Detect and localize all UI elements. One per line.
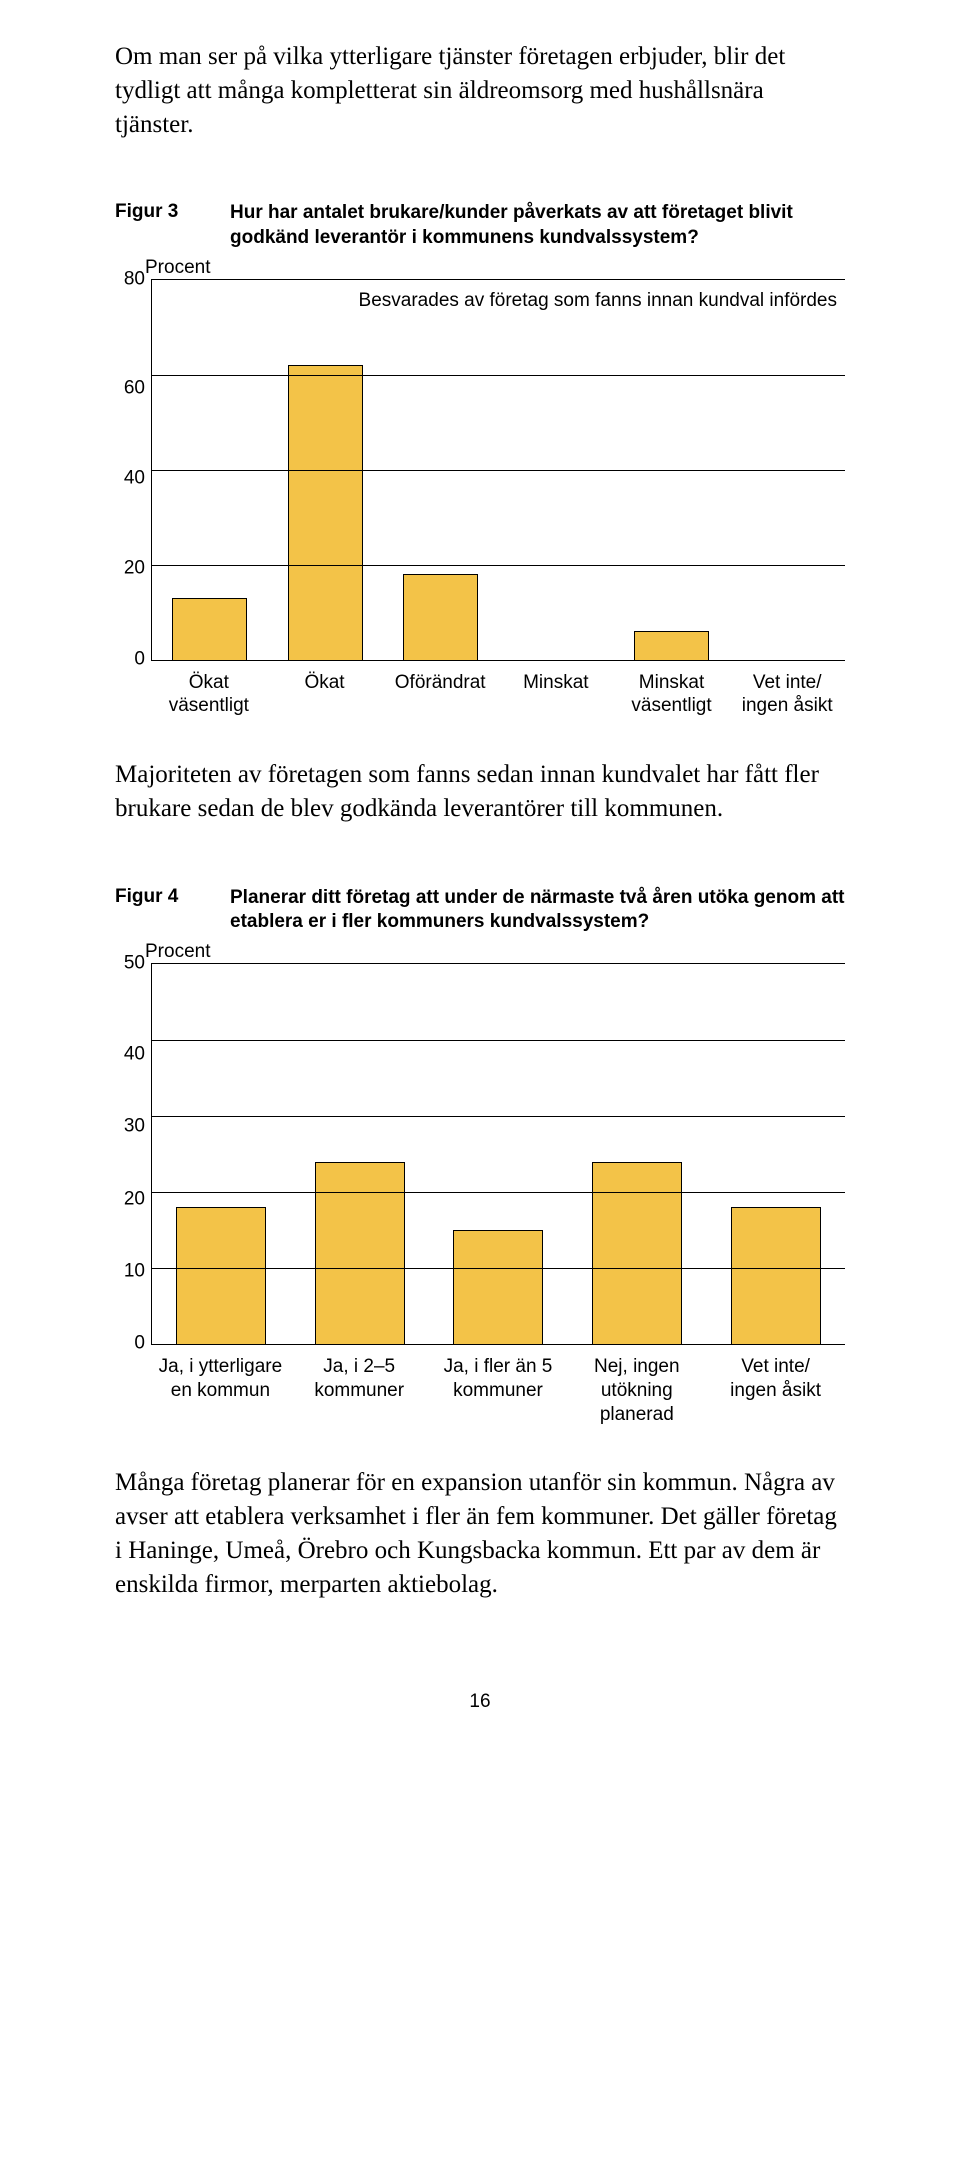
bar <box>315 1162 405 1344</box>
bar-slot <box>291 964 430 1344</box>
page-number: 16 <box>115 1691 845 1713</box>
x-label: Ja, i ytterligareen kommun <box>151 1355 290 1426</box>
ytick-label: 0 <box>134 649 145 668</box>
figure-4-xlabels: Ja, i ytterligareen kommunJa, i 2–5kommu… <box>115 1355 845 1426</box>
bar <box>172 598 247 660</box>
document-page: Om man ser på vilka ytterligare tjänster… <box>0 0 960 1753</box>
bar <box>453 1230 543 1344</box>
bar-slot <box>152 964 291 1344</box>
ytick-label: 40 <box>124 469 145 488</box>
gridline <box>152 1192 845 1193</box>
bar <box>176 1207 266 1344</box>
ytick-label: 80 <box>124 269 145 288</box>
closing-paragraph: Många företag planerar för en expansion … <box>115 1466 845 1601</box>
figure-3: Figur 3 Hur har antalet brukare/kunder p… <box>115 201 845 718</box>
x-label: Vet inte/ingen åsikt <box>729 671 845 719</box>
figure-3-title: Hur har antalet brukare/kunder påverkats… <box>230 201 845 250</box>
figure-3-yaxis: 806040200 <box>115 279 151 659</box>
x-label: Minskatväsentligt <box>614 671 730 719</box>
gridline <box>152 375 845 376</box>
x-label: Oförändrat <box>382 671 498 719</box>
figure-4-label: Figur 4 <box>115 886 230 935</box>
gridline <box>152 565 845 566</box>
figure-4-ylabel: Procent <box>145 941 845 963</box>
figure-4-bars <box>152 964 845 1344</box>
figure-3-ylabel: Procent <box>145 257 845 279</box>
ytick-label: 30 <box>124 1117 145 1136</box>
ytick-label: 20 <box>124 1189 145 1208</box>
bar-slot <box>568 964 707 1344</box>
figure-4-header: Figur 4 Planerar ditt företag att under … <box>115 886 845 935</box>
bar <box>592 1162 682 1344</box>
ytick-label: 0 <box>134 1333 145 1352</box>
ytick-label: 50 <box>124 954 145 973</box>
figure-3-plot: Besvarades av företag som fanns innan ku… <box>151 279 845 661</box>
figure-3-chart: 806040200 Besvarades av företag som fann… <box>115 279 845 661</box>
gridline <box>152 470 845 471</box>
intro-paragraph: Om man ser på vilka ytterligare tjänster… <box>115 40 845 141</box>
figure-4-title: Planerar ditt företag att under de närma… <box>230 886 845 935</box>
gridline <box>152 1116 845 1117</box>
bar-slot <box>429 964 568 1344</box>
x-label: Ökat väsentligt <box>151 671 267 719</box>
bar <box>634 631 709 660</box>
ytick-label: 60 <box>124 378 145 397</box>
bar <box>288 365 363 660</box>
gridline <box>152 1268 845 1269</box>
x-label: Ja, i fler än 5kommuner <box>429 1355 568 1426</box>
figure-3-xlabels: Ökat väsentligtÖkatOförändratMinskatMins… <box>115 671 845 719</box>
figure-4-plot <box>151 963 845 1345</box>
ytick-label: 40 <box>124 1045 145 1064</box>
x-label: Vet inte/ingen åsikt <box>706 1355 845 1426</box>
bar <box>731 1207 821 1344</box>
x-label: Ökat <box>267 671 383 719</box>
x-label: Nej, ingenutökning planerad <box>567 1355 706 1426</box>
figure-3-label: Figur 3 <box>115 201 230 250</box>
gridline <box>152 1040 845 1041</box>
figure-3-header: Figur 3 Hur har antalet brukare/kunder p… <box>115 201 845 250</box>
ytick-label: 10 <box>124 1261 145 1280</box>
x-label: Minskat <box>498 671 614 719</box>
figure-4-chart: 50403020100 <box>115 963 845 1345</box>
bar-slot <box>706 964 845 1344</box>
mid-paragraph: Majoriteten av företagen som fanns sedan… <box>115 758 845 826</box>
ytick-label: 20 <box>124 559 145 578</box>
figure-4-yaxis: 50403020100 <box>115 963 151 1343</box>
bar <box>403 574 478 660</box>
figure-4: Figur 4 Planerar ditt företag att under … <box>115 886 845 1427</box>
x-label: Ja, i 2–5kommuner <box>290 1355 429 1426</box>
